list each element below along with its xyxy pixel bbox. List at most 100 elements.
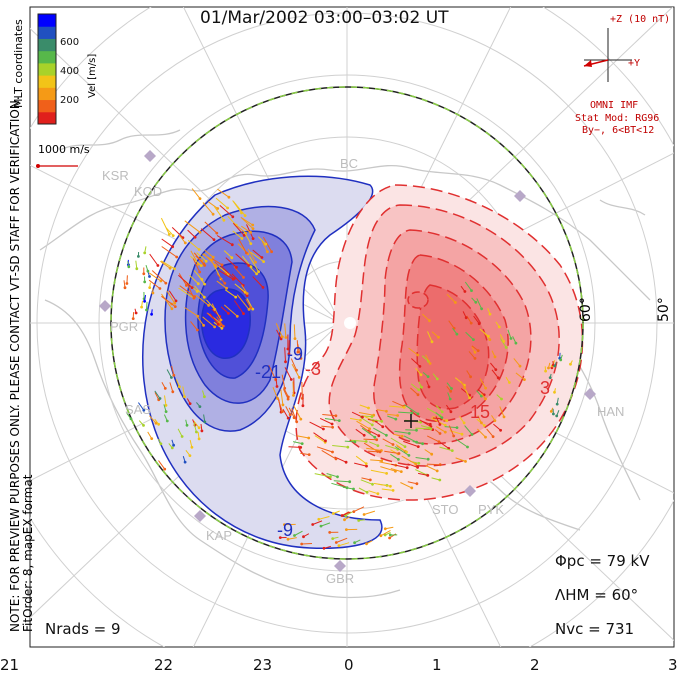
velocity-vector xyxy=(185,419,188,426)
velocity-vector xyxy=(284,347,286,362)
velocity-vectors xyxy=(123,188,573,550)
velocity-vector xyxy=(415,367,422,376)
velocity-vector xyxy=(435,416,441,425)
velocity-vector xyxy=(324,418,340,422)
velocity-vector xyxy=(499,338,507,348)
velocity-vector xyxy=(499,334,505,342)
fit-order-label: FitOrder: 8, mapEX format xyxy=(21,474,35,632)
velocity-vector xyxy=(314,435,326,443)
velocity-vector xyxy=(351,411,363,418)
velocity-vector xyxy=(427,331,433,342)
velocity-vector xyxy=(293,405,302,420)
velocity-vector xyxy=(499,406,505,418)
phi-pc-stat: Φpc = 79 kV xyxy=(555,552,650,570)
velocity-vector xyxy=(184,220,201,233)
map-title: 01/Mar/2002 03:00–03:02 UT xyxy=(200,8,449,28)
velocity-vector xyxy=(452,327,458,335)
velocity-vector xyxy=(471,297,477,303)
velocity-vector xyxy=(398,411,412,414)
velocity-vector xyxy=(157,438,162,445)
colorbar-swatch xyxy=(38,38,56,52)
velocity-vector xyxy=(219,205,234,218)
station-pyk-label: PYK xyxy=(478,502,504,517)
velocity-vector xyxy=(316,446,333,453)
velocity-vector xyxy=(138,420,144,426)
velocity-vector xyxy=(149,253,159,266)
velocity-vector xyxy=(202,253,213,261)
velocity-vector xyxy=(284,323,287,338)
velocity-vector xyxy=(154,392,160,400)
hm-boundary-dash xyxy=(110,86,584,560)
velocity-vector xyxy=(468,351,476,359)
velocity-vector xyxy=(206,299,216,310)
velocity-vector xyxy=(464,389,471,399)
velocity-vector xyxy=(390,437,406,448)
velocity-vector xyxy=(384,450,400,454)
preview-note: NOTE: FOR PREVIEW PURPOSES ONLY. PLEASE … xyxy=(8,96,22,632)
velocity-vector xyxy=(354,462,367,467)
velocity-vector xyxy=(370,469,387,474)
velocity-vector xyxy=(341,511,351,516)
velocity-vector xyxy=(426,435,440,443)
velocity-vector xyxy=(285,406,291,415)
vector-origin xyxy=(135,267,139,271)
velocity-vector xyxy=(395,444,407,453)
velocity-vector xyxy=(391,463,408,469)
mlt-hour-label: 0 xyxy=(344,656,354,674)
velocity-vector xyxy=(446,293,456,303)
velocity-vector xyxy=(363,510,376,515)
velocity-vector xyxy=(387,413,398,416)
velocity-vector xyxy=(495,321,500,328)
velocity-vector xyxy=(350,417,361,421)
station-han-label: HAN xyxy=(597,404,624,419)
velocity-vector xyxy=(220,265,235,280)
velocity-vector xyxy=(370,459,382,462)
velocity-vector xyxy=(363,438,377,441)
velocity-vector xyxy=(123,280,126,288)
velocity-vector xyxy=(293,324,296,339)
velocity-vector xyxy=(196,252,207,262)
velocity-vector xyxy=(477,415,482,424)
pole-marker xyxy=(344,317,356,329)
velocity-vector xyxy=(252,276,264,288)
velocity-vector xyxy=(373,427,387,436)
velocity-vector xyxy=(410,383,420,391)
velocity-vector xyxy=(190,321,198,331)
velocity-vector xyxy=(161,246,177,258)
velocity-vector xyxy=(358,519,366,521)
velocity-vector xyxy=(380,466,396,472)
velocity-vector xyxy=(232,200,242,214)
velocity-vector xyxy=(177,428,183,437)
velocity-vector xyxy=(434,429,441,434)
colorbar-swatch xyxy=(38,75,56,88)
potential-max-cross xyxy=(404,414,418,428)
velocity-vector xyxy=(447,392,451,400)
velocity-vector xyxy=(200,424,203,431)
velocity-vector xyxy=(367,418,377,422)
velocity-vector xyxy=(473,315,480,324)
velocity-vector xyxy=(439,446,453,452)
lambda-hm-stat: ΛHM = 60° xyxy=(555,586,639,604)
velocity-vector xyxy=(554,362,557,367)
colorbar-tick: 200 xyxy=(60,95,80,106)
velocity-vector xyxy=(491,415,496,421)
velocity-vector xyxy=(216,280,227,289)
velocity-vector xyxy=(275,323,283,338)
velocity-vector xyxy=(161,382,166,389)
lat-label-50: 50° xyxy=(656,297,672,322)
velocity-vector xyxy=(223,304,238,317)
velocity-vector xyxy=(560,354,563,361)
velocity-vector xyxy=(178,234,186,244)
velocity-vector xyxy=(282,408,289,419)
velocity-vector xyxy=(292,441,303,445)
velocity-vector xyxy=(196,402,201,407)
velocity-vector xyxy=(309,421,324,430)
velocity-vector xyxy=(344,440,355,443)
velocity-vector xyxy=(168,290,177,302)
velocity-vector xyxy=(296,340,299,353)
station-sto-label: STO xyxy=(432,502,459,517)
velocity-vector xyxy=(145,264,149,272)
velocity-vector xyxy=(332,536,339,540)
velocity-vector xyxy=(549,373,552,378)
